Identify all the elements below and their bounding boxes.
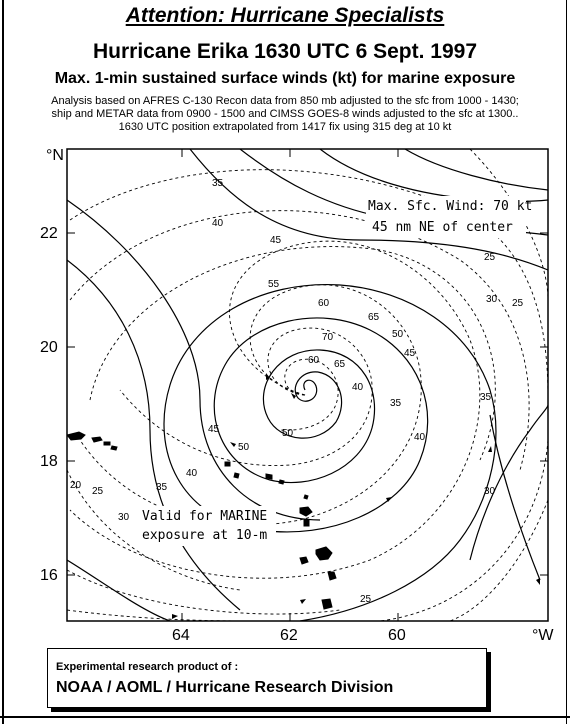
page-subtitle: Max. 1-min sustained surface winds (kt) … (54, 70, 516, 87)
contour-label: 70 (322, 332, 334, 343)
flow-arrows (172, 373, 540, 619)
right-border (566, 0, 567, 724)
contour-label: 45 (270, 235, 282, 246)
lat-tick-18: 18 (40, 453, 58, 470)
analysis-note-line-1: Analysis based on AFRES C-130 Recon data… (51, 95, 519, 107)
credit-box: Experimental research product of : NOAA … (47, 648, 487, 708)
contour-label: 40 (352, 382, 364, 393)
contour-label: 40 (186, 468, 198, 479)
contour-label: 30 (484, 486, 496, 497)
lat-unit-label: °N (46, 147, 64, 164)
left-border (2, 0, 4, 724)
contour-label: 65 (334, 359, 346, 370)
valid-line-1: Valid for MARINE (142, 509, 267, 524)
lat-tick-20: 20 (40, 339, 58, 356)
lon-tick-62: 62 (280, 627, 298, 644)
contour-label: 35 (480, 392, 492, 403)
contour-label: 60 (308, 355, 320, 366)
contour-label: 60 (318, 298, 330, 309)
credit-line-1: Experimental research product of : (56, 661, 239, 673)
contour-label: 50 (238, 442, 250, 453)
solid-isotachs (67, 149, 548, 621)
valid-annotation: Valid for MARINE exposure at 10-m (138, 506, 276, 546)
contour-label: 25 (92, 486, 104, 497)
attention-heading: Attention: Hurricane Specialists (125, 4, 445, 27)
max-wind-line-1: Max. Sfc. Wind: 70 kt (368, 199, 532, 214)
contour-label: 50 (392, 329, 404, 340)
tick-marks (67, 149, 548, 621)
lat-tick-22: 22 (40, 225, 58, 242)
contour-label: 55 (268, 279, 280, 290)
contour-label: 40 (414, 432, 426, 443)
max-wind-line-2: 45 nm NE of center (372, 220, 513, 235)
contour-label: 25 (484, 252, 496, 263)
credit-line-2: NOAA / AOML / Hurricane Research Divisio… (56, 679, 394, 696)
contour-label: 30 (118, 512, 130, 523)
contour-label: 45 (404, 348, 416, 359)
lon-tick-64: 64 (172, 627, 190, 644)
valid-line-2: exposure at 10-m (142, 528, 267, 543)
analysis-note-line-3: 1630 UTC position extrapolated from 1417… (118, 121, 452, 133)
contour-label: 35 (212, 178, 224, 189)
contour-label: 50 (282, 428, 294, 439)
page-title: Hurricane Erika 1630 UTC 6 Sept. 1997 (92, 40, 478, 63)
max-wind-annotation: Max. Sfc. Wind: 70 kt 45 nm NE of center (366, 196, 532, 238)
contour-label: 35 (390, 398, 402, 409)
bottom-border (0, 716, 570, 718)
contour-label: 35 (156, 482, 168, 493)
contour-label: 25 (360, 594, 372, 605)
plot-frame (66, 148, 549, 622)
contour-label: 20 (70, 480, 82, 491)
contour-label: 25 (512, 298, 524, 309)
contour-label: 65 (368, 312, 380, 323)
island-outlines (67, 431, 337, 610)
contour-label: 40 (212, 218, 224, 229)
lat-tick-16: 16 (40, 567, 58, 584)
contour-label: 45 (208, 424, 220, 435)
analysis-note-line-2: ship and METAR data from 0900 - 1500 and… (51, 108, 519, 120)
lon-unit-label: °W (532, 627, 554, 644)
lon-tick-60: 60 (388, 627, 406, 644)
contour-label: 30 (486, 294, 498, 305)
